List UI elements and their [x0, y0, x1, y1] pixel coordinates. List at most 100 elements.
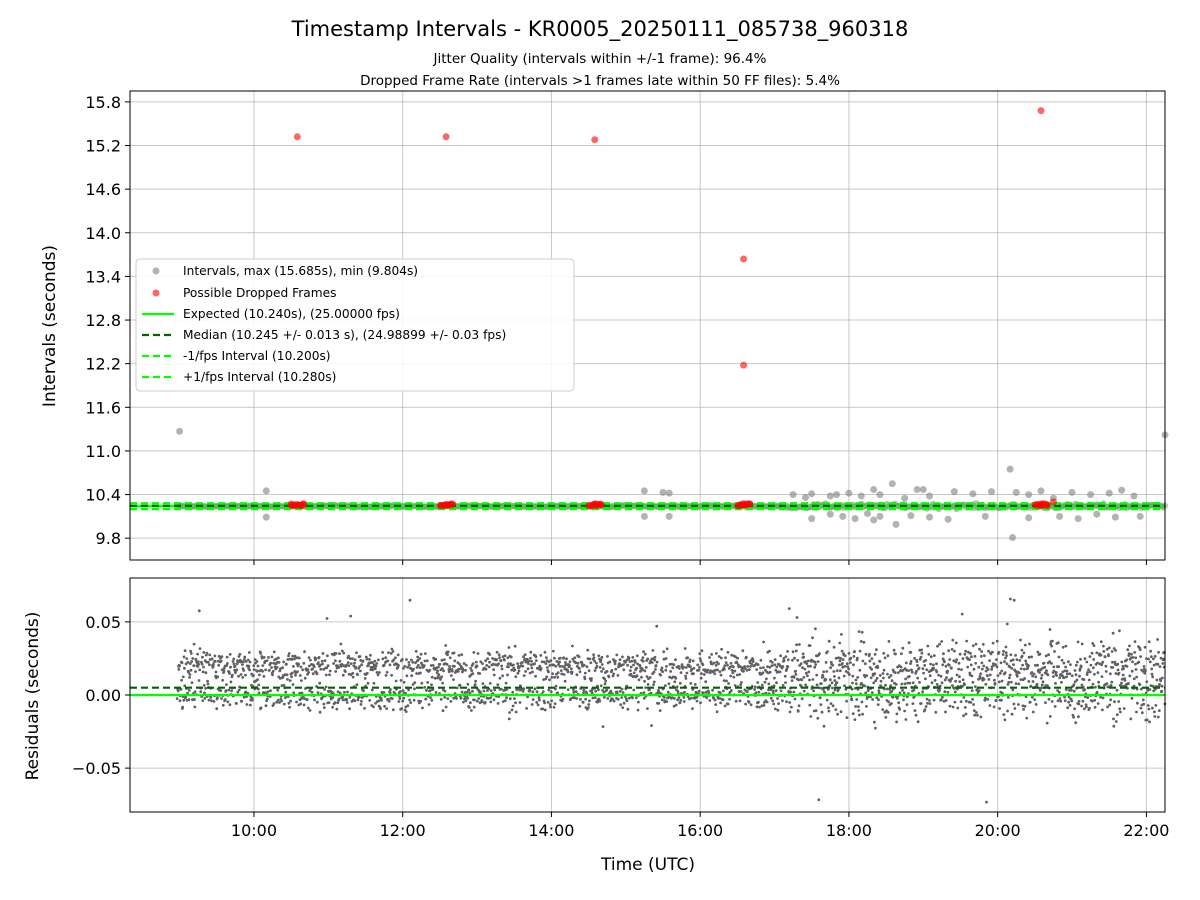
- residual-point: [877, 698, 880, 702]
- residual-point: [792, 676, 796, 679]
- residual-point: [983, 698, 987, 702]
- residual-point: [669, 670, 672, 673]
- residual-point: [795, 643, 798, 647]
- residual-point: [449, 674, 453, 677]
- residual-point: [729, 674, 733, 678]
- residual-point: [1143, 671, 1147, 675]
- legend: Intervals, max (15.685s), min (9.804s) P…: [135, 258, 575, 392]
- residual-point: [1109, 698, 1113, 702]
- residual-point: [997, 650, 1001, 654]
- residual-point: [1092, 666, 1095, 670]
- residual-point: [1141, 698, 1145, 702]
- residual-point: [211, 665, 215, 668]
- residual-point: [986, 697, 990, 701]
- residual-point: [241, 676, 245, 679]
- residual-point: [668, 675, 671, 679]
- interval-point: [913, 486, 921, 493]
- residual-point: [321, 662, 324, 666]
- residual-point: [1147, 657, 1150, 661]
- residual-point: [978, 647, 981, 651]
- residual-point: [637, 700, 640, 704]
- residual-point: [385, 707, 389, 710]
- residual-point: [1129, 717, 1133, 721]
- residual-point: [984, 669, 988, 673]
- residual-point: [186, 660, 190, 664]
- residual-point: [628, 660, 632, 663]
- residual-point: [1036, 650, 1040, 654]
- residual-point: [345, 698, 349, 701]
- residual-point: [1142, 702, 1146, 706]
- residual-point: [302, 703, 306, 707]
- residual-point: [907, 669, 911, 672]
- residual-point: [448, 665, 451, 668]
- residual-point: [1021, 663, 1024, 667]
- residual-point: [1002, 713, 1006, 716]
- residual-point: [592, 656, 596, 659]
- residual-point: [883, 656, 887, 660]
- residual-point: [442, 669, 445, 673]
- residual-point: [926, 701, 929, 705]
- residual-point: [999, 661, 1003, 665]
- residual-point: [377, 658, 380, 662]
- residual-point: [534, 674, 537, 678]
- residual-point: [553, 656, 556, 660]
- residual-point: [811, 636, 814, 640]
- interval-point: [1025, 491, 1033, 499]
- residual-point: [297, 656, 301, 660]
- residual-point: [411, 660, 415, 664]
- residual-point: [297, 662, 300, 666]
- bottom-y-tick-label: 0.00: [85, 686, 121, 705]
- residual-point: [351, 671, 355, 675]
- residual-point: [560, 672, 564, 676]
- residual-point: [566, 670, 570, 674]
- residual-point: [972, 709, 976, 712]
- residual-point: [525, 707, 528, 710]
- residual-point: [1097, 680, 1100, 684]
- residual-point: [1061, 645, 1065, 649]
- residual-point: [210, 699, 213, 703]
- residual-point: [714, 664, 718, 667]
- residual-point: [603, 682, 607, 686]
- residual-point: [742, 669, 745, 673]
- residual-point: [722, 689, 725, 693]
- residual-point: [846, 665, 849, 668]
- residual-point: [572, 690, 576, 694]
- residual-point: [863, 684, 866, 688]
- interval-point: [969, 490, 977, 498]
- residual-point: [387, 651, 390, 654]
- residual-point: [1010, 667, 1014, 670]
- residual-point: [433, 676, 437, 680]
- residual-point: [221, 703, 225, 707]
- residual-point: [1111, 660, 1114, 664]
- residual-point: [555, 672, 558, 676]
- residual-point: [324, 673, 328, 677]
- interval-point: [950, 488, 958, 496]
- residual-point: [353, 661, 356, 665]
- residual-point: [682, 665, 685, 669]
- residual-point: [504, 681, 508, 685]
- residual-point: [558, 656, 562, 660]
- residual-point: [1021, 704, 1025, 708]
- residual-point: [1148, 660, 1152, 664]
- residual-point: [402, 680, 406, 684]
- residual-point: [548, 664, 552, 667]
- residual-point: [337, 697, 341, 701]
- residual-point: [917, 666, 921, 670]
- residual-point: [978, 676, 982, 680]
- residual-point: [662, 657, 666, 661]
- residual-point: [496, 702, 500, 705]
- residual-point: [979, 654, 983, 658]
- residual-point: [522, 655, 525, 659]
- residual-point: [1005, 622, 1009, 626]
- residual-point: [923, 664, 927, 667]
- residual-point: [605, 688, 609, 692]
- residual-point: [753, 688, 756, 691]
- residual-point: [899, 665, 903, 669]
- residual-point: [1110, 650, 1114, 653]
- residual-point: [636, 662, 640, 666]
- residual-point: [472, 651, 476, 654]
- residual-point: [1045, 669, 1048, 673]
- residual-point: [860, 700, 864, 704]
- residual-point: [668, 662, 672, 666]
- residual-point: [952, 659, 956, 663]
